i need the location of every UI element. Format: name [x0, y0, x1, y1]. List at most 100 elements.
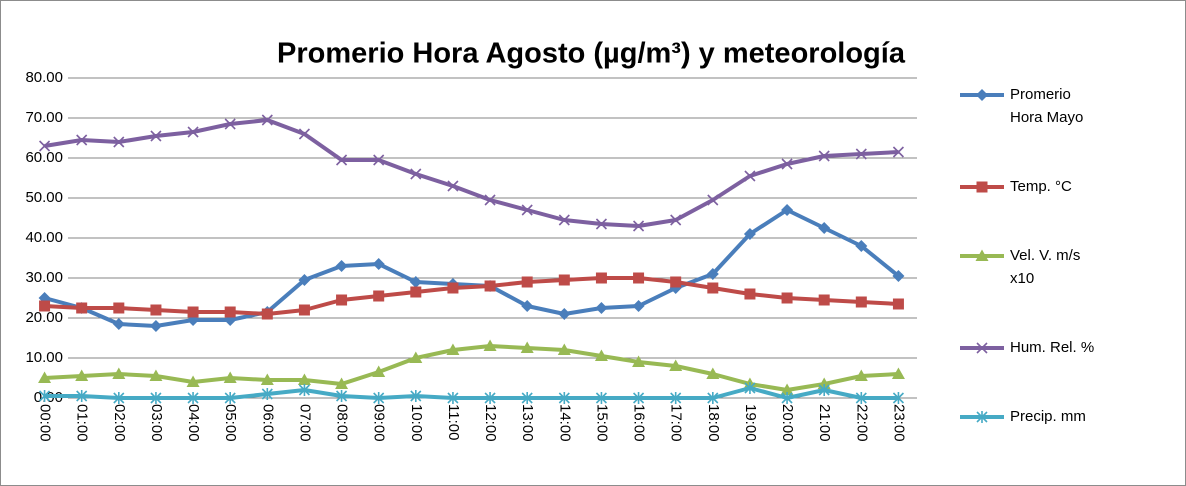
marker: [76, 302, 88, 314]
legend-label: Promerio Hora Mayo: [1010, 86, 1084, 126]
legend-swatch: [960, 249, 1004, 261]
marker: [892, 298, 904, 310]
marker: [261, 114, 273, 126]
x-tick-label: 03:00: [148, 404, 165, 442]
marker: [113, 136, 125, 148]
marker: [892, 392, 905, 404]
marker: [976, 89, 988, 101]
marker: [410, 390, 422, 402]
marker: [484, 280, 496, 292]
marker: [372, 258, 385, 270]
marker: [447, 392, 459, 404]
series-line: [44, 344, 899, 392]
marker: [670, 214, 682, 226]
x-tick-label: 11:00: [445, 404, 462, 440]
marker: [781, 158, 793, 170]
marker: [781, 292, 793, 304]
marker: [558, 274, 570, 286]
x-tick-label: 10:00: [408, 404, 425, 442]
marker: [150, 130, 162, 142]
legend-item: Precip. mm: [956, 405, 1156, 428]
marker: [706, 367, 720, 379]
marker: [149, 369, 163, 381]
marker: [335, 377, 349, 389]
y-tick-label: 70.00: [25, 109, 63, 126]
marker: [892, 146, 905, 158]
x-tick-label: 16:00: [631, 404, 648, 442]
marker: [224, 392, 236, 404]
y-tick-label: 40.00: [25, 229, 63, 246]
legend-swatch: [960, 342, 1004, 354]
marker: [224, 306, 236, 318]
marker: [410, 168, 422, 180]
marker: [260, 373, 274, 385]
marker: [594, 349, 608, 361]
marker: [76, 134, 88, 146]
marker: [335, 260, 348, 272]
x-tick-label: 17:00: [668, 404, 685, 442]
marker: [855, 392, 867, 404]
marker: [298, 384, 311, 396]
x-tick-label: 02:00: [111, 404, 128, 442]
marker: [855, 240, 868, 252]
marker: [670, 392, 682, 404]
x-tick-label: 04:00: [185, 404, 202, 442]
x-tick-label: 09:00: [371, 404, 388, 442]
marker: [150, 304, 162, 316]
marker: [261, 308, 273, 320]
marker: [447, 180, 459, 192]
x-tick-label: 00:00: [37, 404, 54, 442]
legend-label: Temp. °C: [1010, 178, 1072, 195]
legend-item: Vel. V. m/s x10: [956, 244, 1156, 290]
legend-label: Hum. Rel. %: [1010, 339, 1095, 356]
marker: [38, 390, 51, 402]
marker: [483, 339, 497, 351]
marker: [75, 369, 89, 381]
marker: [484, 392, 496, 404]
marker: [557, 343, 571, 355]
marker: [297, 373, 311, 385]
marker: [781, 392, 793, 404]
x-tick-label: 15:00: [593, 404, 610, 442]
marker: [818, 384, 830, 396]
legend: Promerio Hora Mayo Temp. °C Vel. V. m/s x1…: [956, 83, 1156, 428]
marker: [891, 367, 905, 379]
marker: [632, 392, 645, 404]
marker: [744, 382, 756, 394]
series-line: [44, 208, 900, 328]
marker: [818, 150, 830, 162]
marker: [780, 383, 794, 395]
legend-label: Precip. mm: [1010, 408, 1086, 425]
marker: [410, 286, 422, 298]
marker: [855, 148, 867, 160]
y-tick-label: 20.00: [25, 309, 63, 326]
x-tick-label: 07:00: [296, 404, 313, 442]
x-tick-label: 14:00: [556, 404, 573, 442]
x-tick-label: 23:00: [890, 404, 907, 442]
y-tick-label: 10.00: [25, 349, 63, 366]
marker: [113, 392, 125, 404]
marker: [373, 154, 385, 166]
x-tick-label: 12:00: [482, 404, 499, 442]
marker: [818, 222, 831, 234]
marker: [298, 274, 311, 286]
marker: [976, 342, 988, 354]
legend-label: Vel. V. m/s x10: [1010, 247, 1081, 287]
x-tick-label: 05:00: [222, 404, 239, 442]
marker: [595, 392, 608, 404]
marker: [595, 218, 608, 230]
marker: [558, 392, 570, 404]
marker: [521, 300, 534, 312]
marker: [706, 268, 719, 280]
marker: [632, 355, 646, 367]
marker: [373, 290, 385, 302]
marker: [521, 276, 533, 288]
x-tick-label: 21:00: [816, 404, 833, 442]
marker: [595, 302, 608, 314]
marker: [409, 351, 423, 363]
marker: [112, 367, 126, 379]
marker: [76, 390, 88, 402]
marker: [892, 270, 905, 282]
marker: [743, 228, 756, 240]
